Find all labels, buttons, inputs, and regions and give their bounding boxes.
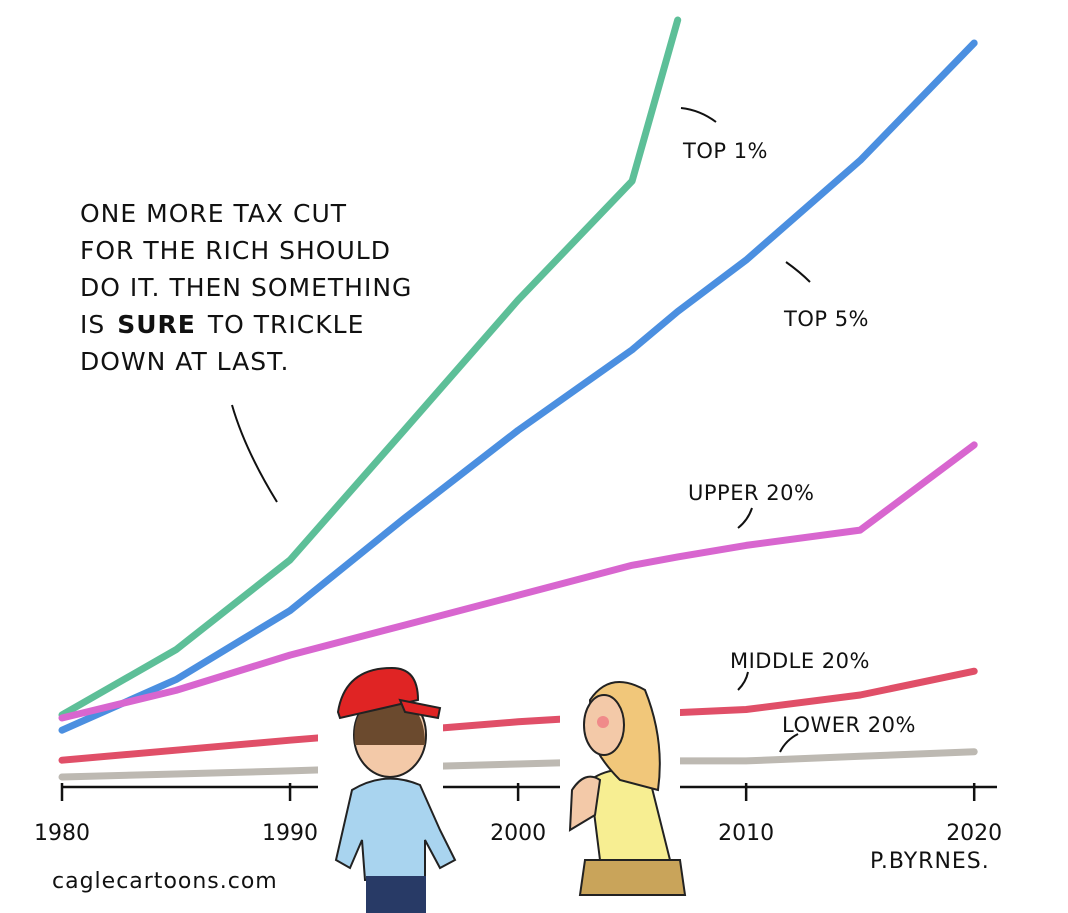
x-tick-label: 2020 <box>946 821 1002 846</box>
speech-text: ONE MORE TAX CUT FOR THE RICH SHOULD DO IT… <box>80 199 412 376</box>
woman-figure <box>560 670 687 913</box>
leader <box>785 261 811 283</box>
series-label: MIDDLE 20% <box>730 649 870 673</box>
series-line <box>58 16 682 719</box>
signature: P.BYRNES. <box>870 849 990 874</box>
series-line <box>58 441 978 722</box>
series-line <box>58 39 978 734</box>
man-figure <box>318 666 457 913</box>
speech-segment: FOR THE RICH SHOULD <box>80 236 391 265</box>
x-tick-label: 2000 <box>490 821 546 846</box>
x-tick-label: 1990 <box>262 821 318 846</box>
x-tick-label: 1980 <box>34 821 90 846</box>
credit: caglecartoons.com <box>52 869 278 894</box>
series-line <box>58 748 978 781</box>
speech-segment: SURE <box>117 310 196 339</box>
leader <box>737 671 749 691</box>
leader <box>737 507 753 529</box>
leader <box>680 107 717 123</box>
speech-segment: DOWN AT LAST. <box>80 347 289 376</box>
speech-segment: DO IT. THEN SOMETHING <box>80 273 412 302</box>
leader <box>779 733 799 753</box>
speech-pointer <box>231 404 278 503</box>
series-label: TOP 5% <box>783 307 869 331</box>
x-tick-label: 2010 <box>718 821 774 846</box>
series-label: LOWER 20% <box>782 713 916 737</box>
speech-segment: ONE MORE TAX CUT <box>80 199 347 228</box>
series-label: UPPER 20% <box>688 481 814 505</box>
speech-segment: TO TRICKLE <box>207 310 364 339</box>
speech-segment: IS <box>80 310 105 339</box>
series-label: TOP 1% <box>682 139 768 163</box>
